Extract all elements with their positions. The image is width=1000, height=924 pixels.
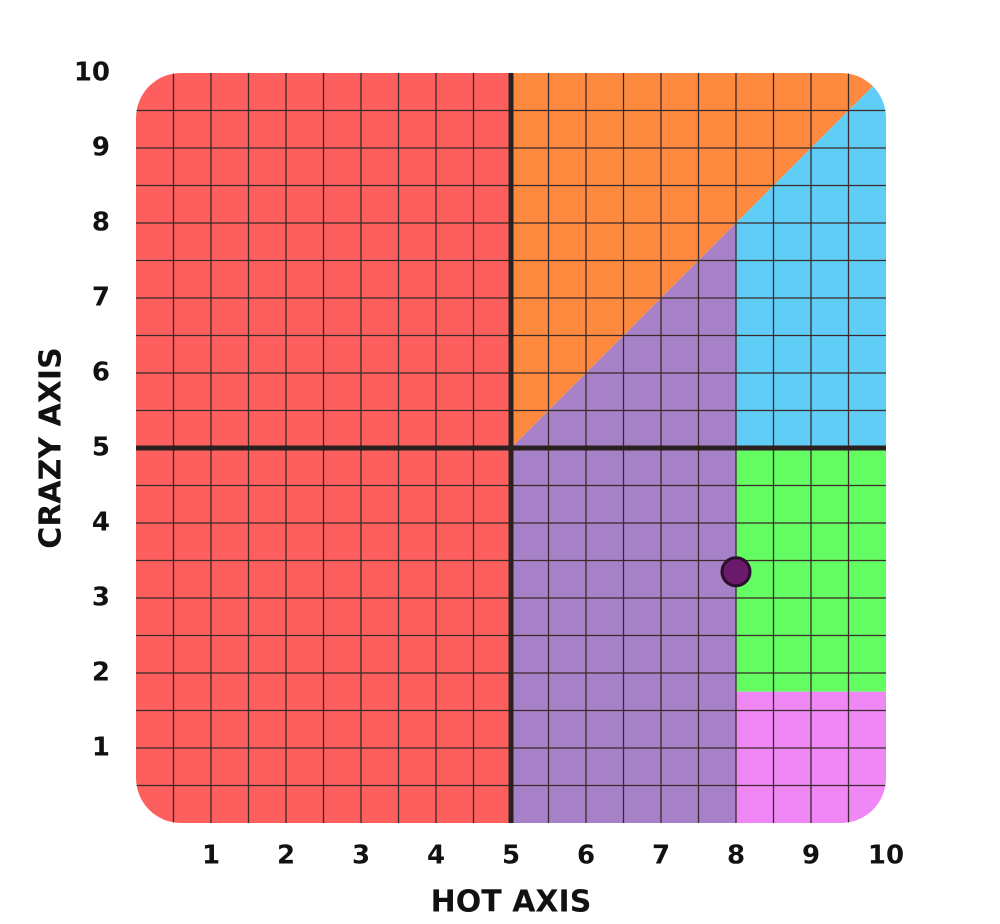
y-tick-label: 3 — [92, 583, 110, 613]
x-tick-label: 7 — [652, 841, 670, 871]
point — [720, 556, 752, 588]
x-tick-label: 8 — [727, 841, 745, 871]
y-tick-label: 6 — [92, 358, 110, 388]
y-tick-label: 2 — [92, 658, 110, 688]
y-tick-label: 5 — [92, 433, 110, 463]
x-tick-label: 5 — [502, 841, 520, 871]
y-tick-label: 1 — [92, 733, 110, 763]
y-tick-label: 8 — [92, 208, 110, 238]
y-axis-label: CRAZY AXIS — [34, 347, 69, 548]
x-tick-label: 1 — [202, 841, 220, 871]
x-tick-label: 3 — [352, 841, 370, 871]
x-tick-label: 10 — [868, 841, 904, 871]
x-tick-label: 4 — [427, 841, 445, 871]
y-tick-label: 7 — [92, 283, 110, 313]
y-tick-label: 4 — [92, 508, 110, 538]
x-tick-label: 2 — [277, 841, 295, 871]
x-axis-label: HOT AXIS — [431, 885, 592, 920]
x-tick-label: 6 — [577, 841, 595, 871]
y-tick-label: 9 — [92, 133, 110, 163]
plot-area — [136, 73, 886, 823]
x-tick-label: 9 — [802, 841, 820, 871]
y-tick-label: 10 — [74, 58, 110, 88]
